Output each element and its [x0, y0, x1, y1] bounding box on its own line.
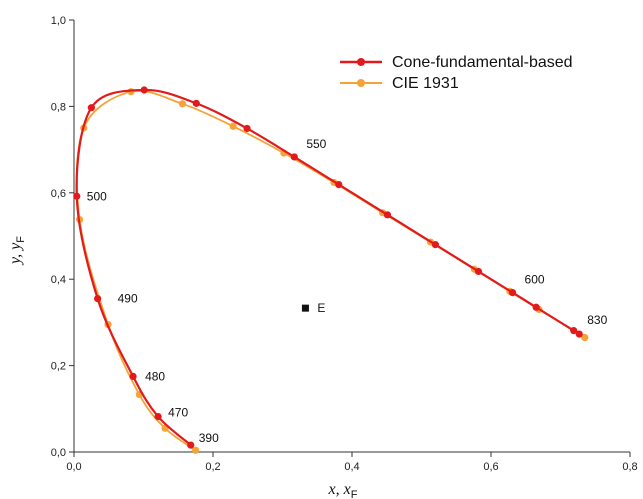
- wavelength-label: 390: [199, 431, 219, 445]
- data-point: [532, 303, 540, 311]
- data-point: [570, 327, 578, 335]
- equal-energy-marker: [301, 304, 309, 312]
- data-point: [187, 441, 195, 449]
- wavelength-label: 500: [87, 189, 107, 203]
- data-point: [431, 241, 439, 249]
- ticks: 0,0 0,2 0,4 0,6 0,8 0,0 0,2 0,4 0,6 0,8 1,0: [51, 15, 638, 473]
- data-point: [87, 104, 95, 112]
- data-point: [94, 295, 102, 303]
- series-layer: [73, 86, 589, 454]
- x-tick-label: 0,0: [66, 461, 81, 473]
- data-point: [154, 412, 162, 421]
- data-point: [73, 192, 81, 200]
- series-0: [73, 86, 583, 449]
- data-point: [178, 100, 187, 108]
- data-point: [229, 122, 237, 130]
- y-axis-title: y, yF: [7, 236, 27, 266]
- y-tick-label: 0,2: [51, 361, 66, 373]
- data-point: [383, 211, 392, 219]
- x-tick-label: 0,4: [344, 461, 359, 473]
- legend-marker-cone: [357, 58, 365, 66]
- x-axis-title: x, xF: [328, 481, 358, 499]
- data-point: [192, 99, 200, 107]
- y-tick-label: 0,8: [51, 101, 66, 113]
- data-point: [474, 267, 483, 276]
- legend-item-cie1931: CIE 1931: [340, 75, 459, 92]
- wavelength-label: 600: [525, 273, 545, 287]
- data-point: [575, 330, 583, 338]
- series-line: [75, 88, 580, 446]
- data-point: [129, 372, 137, 380]
- y-tick-label: 1,0: [51, 15, 66, 27]
- wavelength-label: 830: [587, 313, 607, 327]
- y-tick-label: 0,0: [51, 447, 66, 459]
- data-point: [581, 333, 589, 342]
- data-point: [290, 153, 298, 161]
- y-tick-label: 0,6: [51, 188, 66, 200]
- data-point: [335, 180, 343, 189]
- data-point: [243, 124, 251, 133]
- wavelength-label: 470: [168, 406, 188, 420]
- series-1: [75, 88, 589, 454]
- axes: [73, 20, 630, 453]
- data-point: [140, 86, 148, 94]
- legend-label-cone: Cone-fundamental-based: [392, 54, 573, 71]
- data-point: [508, 288, 517, 297]
- series-line: [75, 89, 586, 452]
- x-tick-label: 0,8: [622, 461, 637, 473]
- data-point: [192, 446, 200, 454]
- legend-item-cone: Cone-fundamental-based: [340, 54, 573, 71]
- wavelength-label: 490: [118, 292, 138, 306]
- wavelength-label: 480: [145, 369, 165, 383]
- legend-marker-cie1931: [357, 79, 365, 87]
- y-tick-label: 0,4: [51, 274, 66, 286]
- equal-energy-label: E: [317, 301, 325, 315]
- x-tick-label: 0,6: [483, 461, 498, 473]
- x-tick-label: 0,2: [205, 461, 220, 473]
- wavelength-label: 550: [306, 137, 326, 151]
- legend-label-cie1931: CIE 1931: [392, 75, 459, 92]
- annotations-layer: 390 470 480 490 500 550 600 830 E: [87, 137, 608, 445]
- legend: Cone-fundamental-based CIE 1931: [340, 54, 573, 92]
